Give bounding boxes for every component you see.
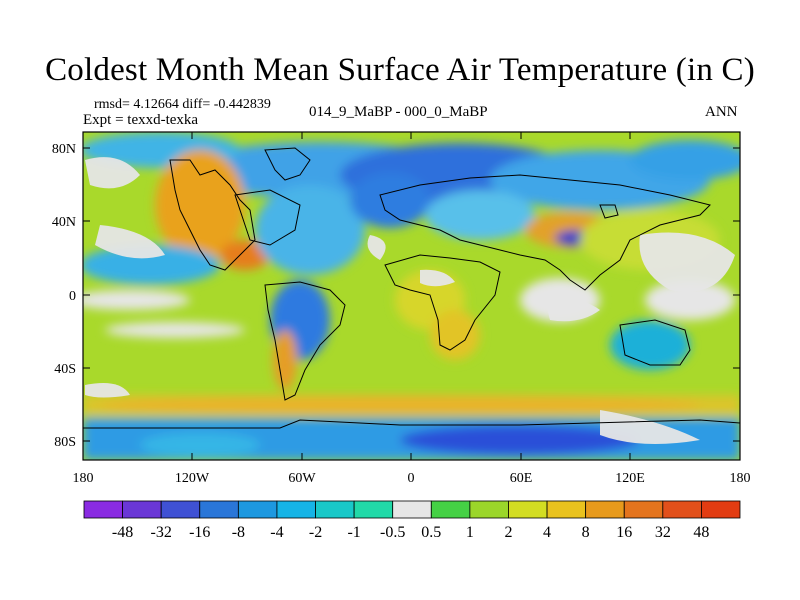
y-label-40n: 40N [52,215,76,230]
comparison-label: 014_9_MaBP - 000_0_MaBP [309,104,488,120]
x-label-120e: 120E [615,471,645,486]
y-ticks [83,147,740,442]
experiment-label: Expt = texxd-texka [83,112,199,128]
legend-swatch [276,500,316,519]
y-label-40s: 40S [54,362,76,377]
legend-label: 1 [466,524,474,541]
legend-label: -16 [189,524,210,541]
legend-label: 2 [504,524,512,541]
legend-label: 16 [616,524,632,541]
legend-label: -1 [347,524,360,541]
legend-label: -2 [309,524,322,541]
x-label-60e: 60E [510,471,533,486]
legend-swatch [662,500,702,519]
legend-swatch [315,500,355,519]
legend-swatch [469,500,509,519]
x-ticks [82,132,741,460]
legend-label: -4 [270,524,283,541]
legend-label: -48 [112,524,133,541]
y-label-0: 0 [69,289,76,304]
legend-label: 48 [693,524,709,541]
legend-swatch [430,500,471,519]
legend-swatch [623,500,664,519]
legend-label: -0.5 [380,524,405,541]
legend-label: -32 [151,524,172,541]
legend-label: 4 [543,524,551,541]
x-label-120w: 120W [175,471,210,486]
y-label-80s: 80S [54,435,76,450]
x-label-0: 0 [408,471,415,486]
legend-swatch [83,500,123,519]
map-field [83,132,740,460]
legend-label: 0.5 [421,524,441,541]
legend-label: -8 [232,524,245,541]
x-label-180w: 180 [73,471,94,486]
legend-swatch [122,500,162,519]
x-label-60w: 60W [288,471,316,486]
legend-swatch [585,500,625,519]
legend-swatch [199,500,239,519]
legend-label: 32 [655,524,671,541]
y-label-80n: 80N [52,142,76,157]
legend-swatch [237,500,278,519]
legend-swatch [353,500,394,519]
x-label-180e: 180 [730,471,751,486]
legend-swatch [392,500,432,519]
legend-swatch [701,500,741,519]
legend-label: 8 [582,524,590,541]
season-label: ANN [705,104,738,120]
color-legend [83,500,741,519]
legend-swatch [160,500,201,519]
chart-title: Coldest Month Mean Surface Air Temperatu… [45,52,755,88]
legend-swatch [546,500,587,519]
legend-swatch [508,500,548,519]
stats-label: rmsd= 4.12664 diff= -0.442839 [94,97,271,112]
